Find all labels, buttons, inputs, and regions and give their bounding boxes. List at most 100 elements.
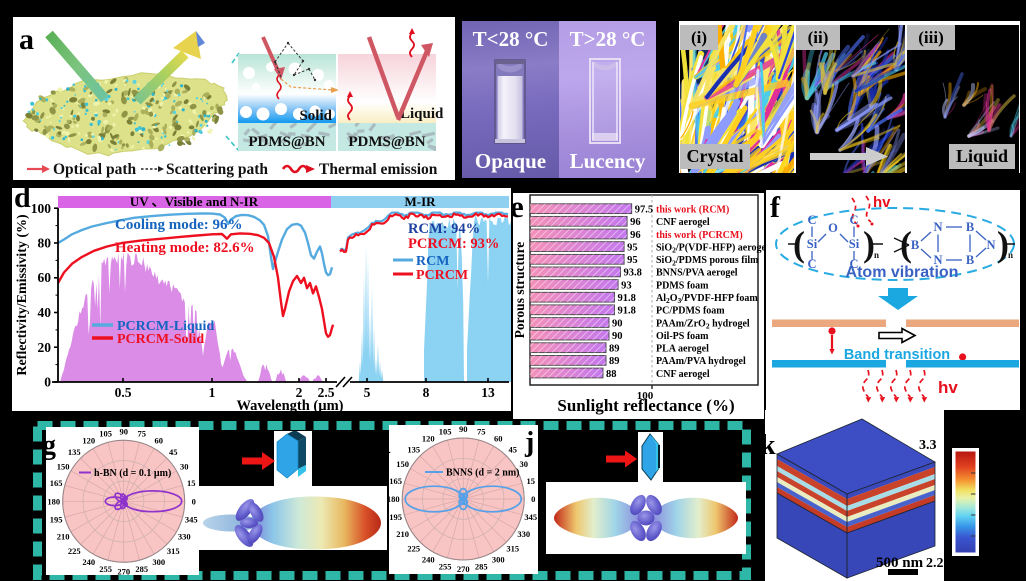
svg-text:M-IR: M-IR <box>404 194 436 209</box>
svg-text:1: 1 <box>209 385 216 400</box>
svg-text:91.8: 91.8 <box>618 293 636 304</box>
svg-text:Sunlight reflectance (%): Sunlight reflectance (%) <box>557 396 734 415</box>
svg-text:Liquid: Liquid <box>400 106 444 122</box>
svg-text:240: 240 <box>422 555 435 565</box>
svg-text:500 nm: 500 nm <box>876 555 924 571</box>
svg-text:PDMS@BN: PDMS@BN <box>248 134 325 150</box>
svg-text:Si: Si <box>849 237 860 251</box>
svg-text:225: 225 <box>68 546 81 556</box>
svg-text:60: 60 <box>154 436 163 446</box>
svg-text:2.2: 2.2 <box>926 556 944 571</box>
svg-text:Reflectivity/Emissivity (%): Reflectivity/Emissivity (%) <box>15 214 30 376</box>
svg-text:PC/PDMS foam: PC/PDMS foam <box>656 306 725 317</box>
svg-text:PAAm/PVA hydrogel: PAAm/PVA hydrogel <box>656 356 746 367</box>
svg-text:255: 255 <box>99 564 112 574</box>
svg-text:Oil-PS foam: Oil-PS foam <box>656 331 709 342</box>
svg-text:0: 0 <box>192 496 196 506</box>
svg-text:PCRCM: 93%: PCRCM: 93% <box>408 236 499 252</box>
svg-text:a: a <box>19 23 34 56</box>
svg-text:h-BN (d = 0.1 µm): h-BN (d = 0.1 µm) <box>94 468 171 479</box>
svg-text:105: 105 <box>439 426 452 436</box>
svg-text:N: N <box>933 220 942 234</box>
svg-text:225: 225 <box>407 544 420 554</box>
svg-text:PCRCM-Liquid: PCRCM-Liquid <box>117 319 214 334</box>
svg-text:BNNS (d = 2 nm): BNNS (d = 2 nm) <box>446 468 520 479</box>
svg-text:BNNS/PVA aerogel: BNNS/PVA aerogel <box>656 268 738 279</box>
svg-text:): ) <box>863 224 875 264</box>
svg-text:N: N <box>986 238 995 252</box>
svg-text:Solid: Solid <box>299 108 332 124</box>
svg-text:CNF aerogel: CNF aerogel <box>656 217 710 228</box>
svg-text:20: 20 <box>38 340 52 355</box>
svg-text:195: 195 <box>50 514 63 524</box>
svg-text:n: n <box>1008 250 1013 260</box>
svg-text:Heating mode: 82.6%: Heating mode: 82.6% <box>115 240 255 256</box>
svg-text:270: 270 <box>117 566 130 575</box>
svg-text:3.3: 3.3 <box>919 438 937 453</box>
svg-text:285: 285 <box>475 562 488 572</box>
svg-text:240: 240 <box>82 557 95 567</box>
svg-text:15: 15 <box>527 476 536 486</box>
svg-text:this work (RCM): this work (RCM) <box>656 205 729 216</box>
svg-text:30: 30 <box>180 461 189 471</box>
svg-text:95: 95 <box>627 242 638 253</box>
svg-text:Cooling mode: 96%: Cooling mode: 96% <box>115 217 243 233</box>
svg-text:75: 75 <box>477 426 486 436</box>
svg-text:C: C <box>849 213 858 227</box>
svg-text:Optical path: Optical path <box>53 161 136 178</box>
svg-text:93.8: 93.8 <box>624 268 642 279</box>
svg-text:2: 2 <box>296 385 303 400</box>
svg-text:195: 195 <box>389 512 402 522</box>
svg-text:345: 345 <box>185 514 198 524</box>
svg-text:89: 89 <box>609 344 620 355</box>
svg-text:105: 105 <box>99 429 112 439</box>
svg-text:C: C <box>807 257 816 271</box>
svg-text:90: 90 <box>612 331 623 342</box>
svg-text:Band transition: Band transition <box>844 347 950 363</box>
svg-text:40: 40 <box>38 305 52 320</box>
svg-text:95: 95 <box>627 255 638 266</box>
svg-text:hv: hv <box>873 194 891 211</box>
svg-text:255: 255 <box>439 562 452 572</box>
svg-text:0.5: 0.5 <box>115 385 132 400</box>
svg-text:C: C <box>807 213 816 227</box>
svg-text:Wavelength (µm): Wavelength (µm) <box>236 398 343 411</box>
svg-text:N: N <box>933 253 942 267</box>
svg-text:B: B <box>966 220 974 234</box>
svg-text:Atom vibration: Atom vibration <box>846 264 959 281</box>
svg-text:15: 15 <box>187 478 196 488</box>
svg-text:B: B <box>966 253 974 267</box>
svg-text:this work (PCRCM): this work (PCRCM) <box>656 230 743 241</box>
svg-text:90: 90 <box>119 427 128 436</box>
svg-text:165: 165 <box>389 476 402 486</box>
svg-text:2.5: 2.5 <box>318 385 335 400</box>
svg-text:300: 300 <box>152 557 165 567</box>
svg-text:SiO2/PDMS porous film: SiO2/PDMS porous film <box>656 255 759 267</box>
svg-text:UV 、Visible and N-IR: UV 、Visible and N-IR <box>130 194 259 209</box>
svg-text:60: 60 <box>494 433 503 443</box>
svg-text:91.8: 91.8 <box>618 306 636 317</box>
svg-text:Porous structure: Porous structure <box>513 242 527 339</box>
svg-text:B: B <box>911 238 919 252</box>
svg-text:5: 5 <box>364 385 371 400</box>
svg-text:150: 150 <box>57 461 70 471</box>
svg-text:Thermal emission: Thermal emission <box>319 161 438 178</box>
svg-text:30: 30 <box>520 459 529 469</box>
svg-text:Al2O3/PVDF-HFP foam: Al2O3/PVDF-HFP foam <box>656 293 758 305</box>
svg-text:PAAm/ZrO2 hydrogel: PAAm/ZrO2 hydrogel <box>656 318 750 330</box>
svg-text:45: 45 <box>508 445 517 455</box>
svg-text:90: 90 <box>459 425 468 434</box>
svg-text:100: 100 <box>637 390 654 402</box>
svg-text:Scattering path: Scattering path <box>166 161 268 178</box>
svg-text:75: 75 <box>138 429 147 439</box>
svg-text:80: 80 <box>38 236 52 251</box>
svg-text:165: 165 <box>50 478 63 488</box>
svg-text:): ) <box>997 224 1009 264</box>
svg-text:90: 90 <box>612 318 623 329</box>
svg-text:Si: Si <box>807 237 818 251</box>
svg-text:0: 0 <box>531 494 535 504</box>
svg-text:180: 180 <box>389 494 400 504</box>
svg-text:CNF aerogel: CNF aerogel <box>656 369 710 380</box>
svg-text:97.5: 97.5 <box>635 205 653 216</box>
svg-text:PCRCM: PCRCM <box>416 268 468 283</box>
